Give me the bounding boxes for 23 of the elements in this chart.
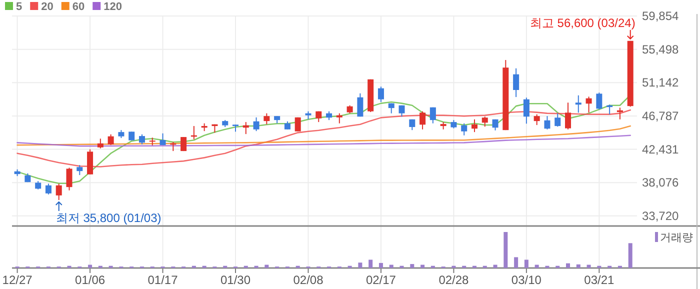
legend-label: 60 [72,1,85,13]
x-tick-label: 01/17 [148,273,178,287]
y-tick-label: 59,854 [642,9,679,23]
x-tick-label: 03/21 [584,273,614,287]
legend-label: 120 [104,1,122,13]
x-tick-label: 12/27 [2,273,32,287]
x-tick-label: 03/10 [511,273,542,287]
legend-label: 거래량 [660,232,693,244]
x-tick-label: 02/28 [438,273,469,287]
annotation-high: 최고 56,600 (03/24) [530,16,636,30]
y-tick-label: 38,076 [642,176,679,190]
x-tick-label: 01/30 [220,273,251,287]
y-tick-label: 46,787 [642,108,679,123]
y-tick-label: 55,498 [642,42,679,56]
x-tick-label: 02/17 [366,273,396,287]
legend-label: 5 [16,1,22,13]
y-tick-label: 51,142 [642,76,679,90]
y-tick-label: 33,720 [642,208,679,223]
x-tick-label: 01/06 [75,273,106,287]
x-tick-label: 02/08 [293,273,324,287]
annotation-low: 최저 35,800 (01/03) [56,211,162,225]
y-tick-label: 42,431 [642,142,679,156]
legend-label: 20 [41,1,54,13]
